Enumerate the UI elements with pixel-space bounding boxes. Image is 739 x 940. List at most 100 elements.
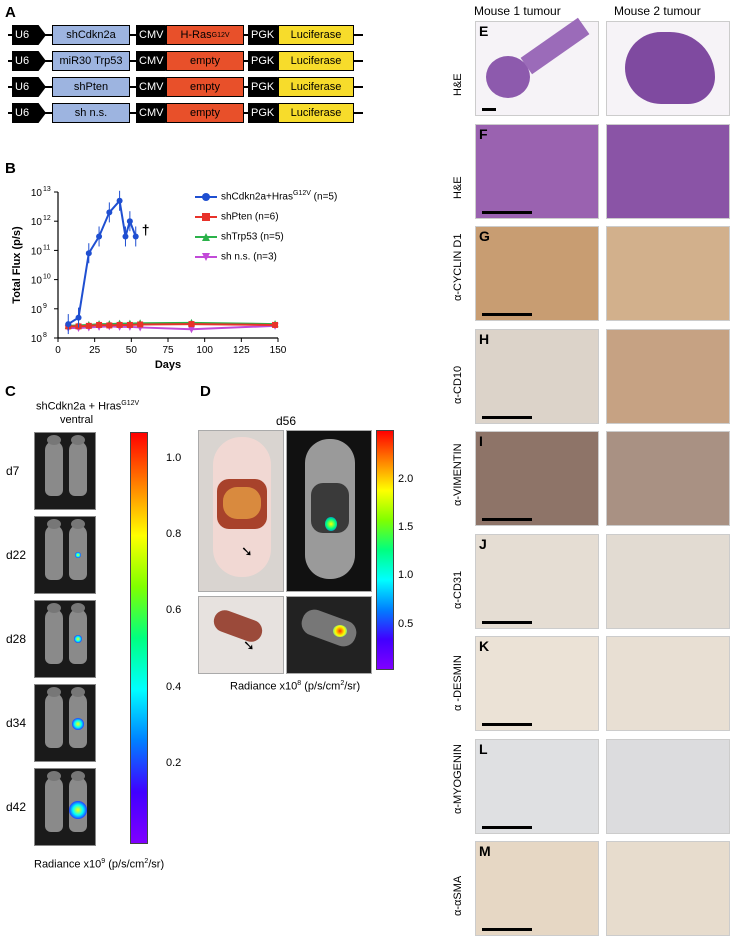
data-point xyxy=(132,233,139,240)
ivis-mouse-image xyxy=(34,600,96,678)
y-tick-exponent: 12 xyxy=(43,215,51,222)
y-tick-label: 10 xyxy=(31,276,43,287)
panel-c-view: ventral xyxy=(60,414,94,426)
u6-promoter: U6 xyxy=(12,25,46,45)
colorbar-tick-label: 1.0 xyxy=(166,452,182,465)
panel-d-radiance-label: Radiance x108 (p/s/cm2/sr) xyxy=(230,680,361,693)
day-label: d7 xyxy=(6,464,20,478)
day-label: d28 xyxy=(6,632,27,646)
legend-item: shPten (n=6) xyxy=(195,210,279,222)
ivis-mouse-image xyxy=(34,768,96,846)
scale-bar xyxy=(482,518,532,521)
luciferase-box: Luciferase xyxy=(278,77,354,97)
day-label: d34 xyxy=(6,716,27,730)
data-point xyxy=(106,209,113,216)
excised-tumour-ivis xyxy=(286,596,372,674)
arrow-icon: ➘ xyxy=(243,637,255,653)
x-tick-label: 150 xyxy=(270,345,287,356)
stain-label: α-CD10 xyxy=(452,365,464,404)
colorbar-tick-label: 0.2 xyxy=(166,756,182,769)
x-tick-label: 25 xyxy=(89,345,101,356)
scale-bar xyxy=(482,210,532,214)
pgk-promoter: PGK xyxy=(248,25,286,45)
colorbar-tick-label: 1.0 xyxy=(398,569,414,582)
construct-row: U6 shPten CMV empty PGK Luciferase xyxy=(8,77,363,97)
col-header-mouse-2: Mouse 2 tumour xyxy=(614,4,701,18)
data-point xyxy=(137,321,144,328)
pgk-promoter: PGK xyxy=(248,103,286,123)
scale-bar xyxy=(482,313,532,316)
stain-label: H&E xyxy=(452,73,464,96)
scale-bar xyxy=(482,825,532,829)
col-header-mouse-1: Mouse 1 tumour xyxy=(474,4,561,18)
data-point xyxy=(106,322,113,329)
stain-label: α-αSMA xyxy=(452,875,464,916)
gene-box: H-Ras G12V xyxy=(166,25,244,45)
colorbar-tick-label: 0.6 xyxy=(166,604,182,617)
cmv-promoter: CMV xyxy=(136,51,174,71)
panel-d-day: d56 xyxy=(276,414,297,428)
u6-promoter: U6 xyxy=(12,51,46,71)
shrna-box: shCdkn2a xyxy=(52,25,130,45)
data-point xyxy=(116,197,123,204)
y-tick-exponent: 10 xyxy=(43,274,51,281)
cmv-promoter: CMV xyxy=(136,103,174,123)
data-point xyxy=(65,321,72,328)
data-point xyxy=(85,322,92,329)
mouse-1-tumour-image xyxy=(475,226,599,321)
day-label: d22 xyxy=(6,548,27,562)
panel-c-colorbar xyxy=(130,432,148,844)
luciferase-box: Luciferase xyxy=(278,25,354,45)
x-tick-label: 100 xyxy=(196,345,213,356)
x-tick-label: 0 xyxy=(55,345,61,356)
day-label: d42 xyxy=(6,800,27,814)
mouse-1-tumour-image xyxy=(475,841,599,936)
panel-c-radiance-label: Radiance x109 (p/s/cm2/sr) xyxy=(34,858,165,871)
mouse-2-tumour-image xyxy=(606,636,730,731)
luciferase-box: Luciferase xyxy=(278,51,354,71)
cmv-promoter: CMV xyxy=(136,77,174,97)
y-tick-label: 10 xyxy=(31,188,43,199)
data-point xyxy=(188,321,195,328)
scale-bar xyxy=(482,620,532,624)
construct-row: U6 sh n.s. CMV empty PGK Luciferase xyxy=(8,103,363,123)
mouse-2-tumour-image xyxy=(606,226,730,321)
data-point xyxy=(96,233,103,240)
y-tick-exponent: 8 xyxy=(43,332,47,339)
y-tick-label: 10 xyxy=(31,305,43,316)
legend-item: sh n.s. (n=3) xyxy=(195,250,277,262)
mouse-ivis-image xyxy=(286,430,372,592)
shrna-box: miR30 Trp53 xyxy=(52,51,130,71)
colorbar-tick-label: 1.5 xyxy=(398,520,414,533)
arrow-icon: ➘ xyxy=(241,543,253,559)
series-line xyxy=(67,198,137,325)
excised-tumour-photo: ➘ xyxy=(198,596,284,674)
death-marker: † xyxy=(142,221,150,237)
shrna-box: shPten xyxy=(52,77,130,97)
gene-box: empty xyxy=(166,77,244,97)
y-tick-label: 10 xyxy=(31,217,43,228)
luciferase-box: Luciferase xyxy=(278,103,354,123)
series-line xyxy=(68,323,276,328)
data-point xyxy=(126,321,133,328)
mouse-1-tumour-image xyxy=(475,328,599,424)
panel-label-m: M xyxy=(479,843,491,859)
scale-bar xyxy=(482,928,532,931)
panel-label-h: H xyxy=(479,330,490,347)
panel-label-g: G xyxy=(479,228,490,244)
data-point xyxy=(96,321,103,328)
x-tick-label: 50 xyxy=(126,345,138,356)
x-tick-label: 125 xyxy=(233,345,250,356)
stain-label: α-MYOGENIN xyxy=(452,743,464,814)
data-point xyxy=(122,233,129,240)
data-point xyxy=(75,314,82,321)
stain-label: α-CD31 xyxy=(452,570,464,609)
y-tick-exponent: 13 xyxy=(43,186,51,193)
scale-bar xyxy=(482,108,496,111)
gene-box: empty xyxy=(166,51,244,71)
ivis-mouse-image xyxy=(34,684,96,762)
data-point xyxy=(126,218,133,225)
panel-label-c: C xyxy=(5,383,16,400)
panel-label-a: A xyxy=(5,4,16,21)
